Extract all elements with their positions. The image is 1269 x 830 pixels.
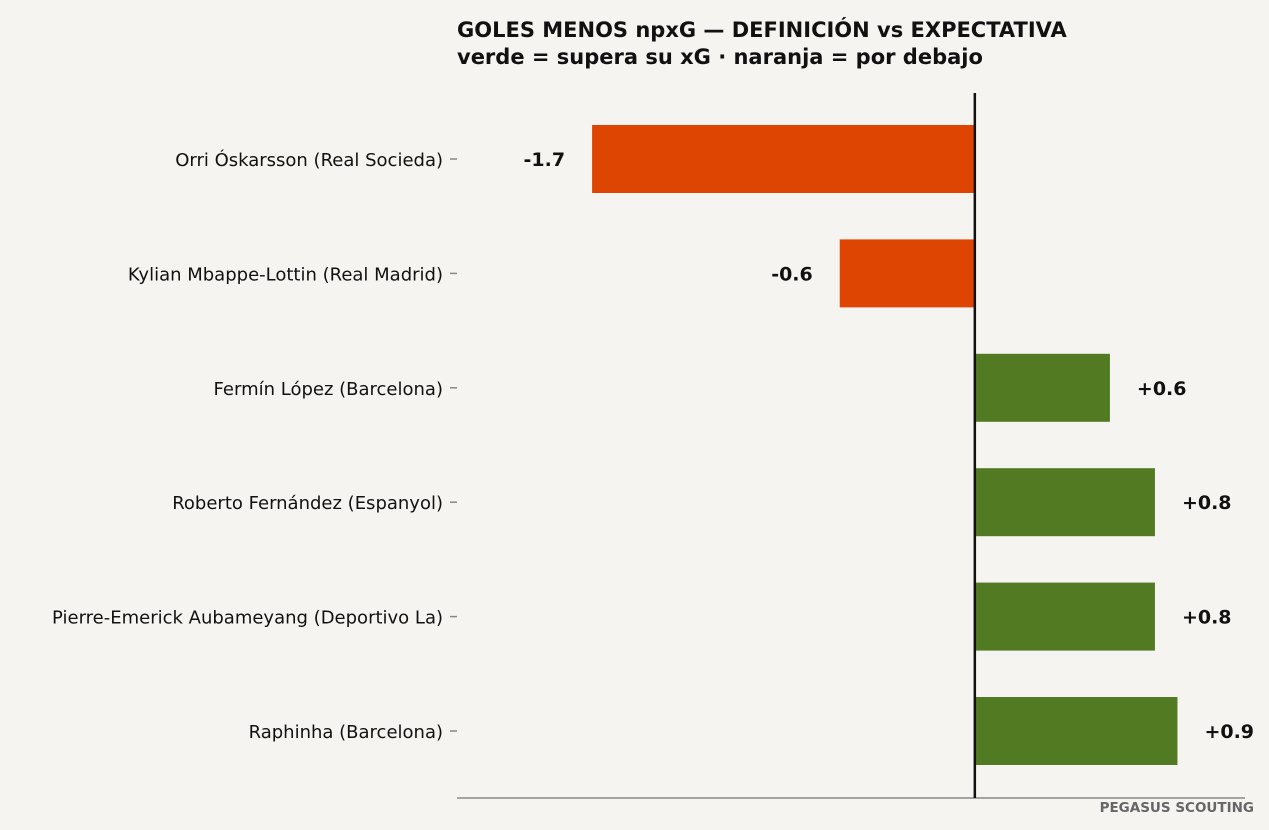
value-label: +0.9: [1204, 721, 1254, 743]
bar: [592, 125, 975, 193]
bars-group: [592, 125, 1178, 765]
value-label: -0.6: [771, 263, 813, 285]
value-label: +0.6: [1137, 378, 1187, 400]
category-label: Orri Óskarsson (Real Socieda): [175, 149, 443, 171]
bar: [974, 468, 1155, 537]
bar: [974, 353, 1110, 422]
value-label: +0.8: [1182, 492, 1232, 514]
value-label: +0.8: [1182, 607, 1232, 629]
bar: [839, 239, 975, 308]
labels-group: Orri Óskarsson (Real Socieda) -1.7 Kylian …: [52, 149, 1254, 743]
bar: [974, 697, 1178, 765]
chart-subtitle: verde = supera su xG · naranja = por deb…: [457, 45, 983, 69]
category-label: Fermín López (Barcelona): [214, 379, 443, 400]
category-label: Kylian Mbappe-Lottin (Real Madrid): [128, 264, 443, 285]
category-label: Pierre-Emerick Aubameyang (Deportivo La): [52, 608, 443, 629]
bar: [974, 582, 1155, 651]
value-label: -1.7: [524, 149, 566, 171]
credit-text: PEGASUS SCOUTING: [1100, 800, 1254, 816]
chart-title: GOLES MENOS npxG — DEFINICIÓN vs EXPECTA…: [457, 17, 1067, 42]
category-label: Roberto Fernández (Espanyol): [172, 493, 443, 514]
category-label: Raphinha (Barcelona): [249, 722, 443, 743]
